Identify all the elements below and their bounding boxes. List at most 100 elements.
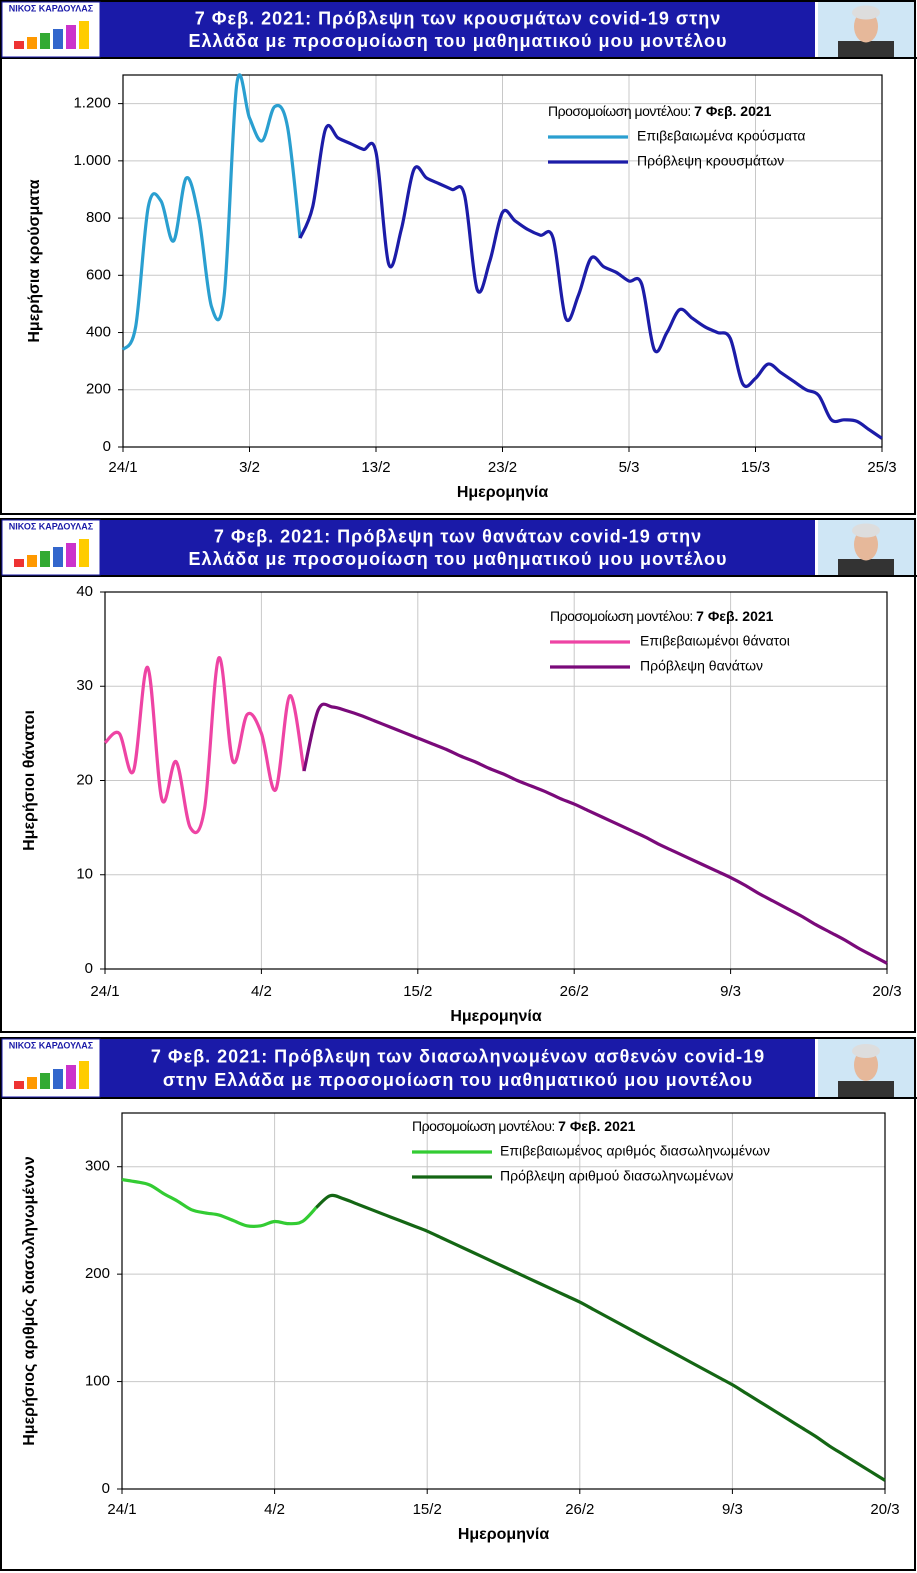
x-tick-label: 4/2 [251,983,272,1000]
logo-bar [27,555,37,567]
plot-frame [121,1112,886,1490]
legend-title: Προσομοίωση μοντέλου: 7 Φεβ. 2021 [548,103,772,119]
logo-bar [79,539,89,567]
logo-bar [14,1081,24,1089]
logo-text: ΝΙΚΟΣ ΚΑΡΔΟΥΛΑΣ [9,1040,94,1050]
logo-bar [14,559,24,567]
photo-suit [838,1081,894,1097]
logo-bar [53,1069,63,1089]
y-tick-label: 300 [85,1158,110,1175]
banner-title: στην Ελλάδα με προσομοίωση του μαθηματικ… [163,1070,753,1090]
legend-title: Προσομοίωση μοντέλου: 7 Φεβ. 2021 [550,608,774,624]
x-tick-label: 9/3 [720,983,741,1000]
banner-title: 7 Φεβ. 2021: Πρόβλεψη των θανάτων covid-… [214,527,702,547]
series-line [103,656,306,835]
logo-bar [40,1073,50,1089]
banner-rule [0,1097,917,1099]
logo-bar [53,547,63,567]
x-tick-label: 15/2 [413,1501,442,1518]
x-tick-label: 25/3 [867,459,896,476]
logo-bar [40,33,50,49]
legend-title-text: Προσομοίωση μοντέλου: [412,1118,558,1134]
banner-title: Ελλάδα με προσομοίωση του μαθηματικού μο… [189,549,728,569]
logo-bar [14,41,24,49]
plot-area [122,1113,885,1489]
series-line [121,1178,318,1229]
y-tick-label: 0 [102,1480,110,1497]
x-tick-label: 15/2 [403,983,432,1000]
y-tick-label: 10 [76,866,93,883]
x-axis-title: Ημερομηνία [450,1008,542,1025]
y-tick-label: 30 [76,677,93,694]
legend-label: Επιβεβαιωμένα κρούσματα [637,128,806,144]
y-tick-label: 100 [85,1373,110,1390]
banner [100,1039,815,1097]
legend-date: 7 Φεβ. 2021 [696,608,773,624]
y-tick-label: 600 [86,266,111,283]
banner [100,2,815,57]
y-tick-label: 0 [103,438,111,455]
x-tick-label: 20/3 [870,1501,899,1518]
y-tick-label: 200 [85,1265,110,1282]
banner-title: 7 Φεβ. 2021: Πρόβλεψη των διασωληνωμένων… [151,1047,765,1067]
y-axis-title: Ημερήσιος αριθμός διασωληνωμένων [21,1156,38,1446]
x-tick-label: 24/1 [107,1501,136,1518]
x-tick-label: 26/2 [560,983,589,1000]
legend-label: Πρόβλεψη θανάτων [640,658,763,674]
plot-frame [104,591,888,970]
legend-title: Προσομοίωση μοντέλου: 7 Φεβ. 2021 [412,1118,636,1134]
legend-title-text: Προσομοίωση μοντέλου: [550,608,696,624]
y-tick-label: 0 [85,960,93,977]
x-axis-title: Ημερομηνία [457,484,549,501]
banner-title: 7 Φεβ. 2021: Πρόβλεψη των κρουσμάτων cov… [195,9,722,29]
plot-frame [122,74,883,448]
x-axis-title: Ημερομηνία [458,1526,550,1543]
photo-suit [838,559,894,575]
banner [100,520,815,575]
y-tick-label: 200 [86,381,111,398]
y-tick-label: 1.000 [73,152,111,169]
logo-text: ΝΙΚΟΣ ΚΑΡΔΟΥΛΑΣ [9,521,94,531]
series-line [302,702,888,965]
series-line [298,123,883,440]
logo-bar [40,551,50,567]
photo-hair [852,1044,880,1058]
banner-rule [0,57,917,59]
legend-date: 7 Φεβ. 2021 [558,1118,635,1134]
x-tick-label: 23/2 [488,459,517,476]
photo-hair [852,5,880,20]
logo-bar [66,543,76,567]
y-axis-title: Ημερήσια κρούσματα [26,179,43,342]
x-tick-label: 5/3 [619,459,640,476]
series-line [121,73,302,351]
logo-bar [27,1077,37,1089]
x-tick-label: 26/2 [565,1501,594,1518]
x-tick-label: 9/3 [722,1501,743,1518]
y-tick-label: 400 [86,324,111,341]
legend-label: Πρόβλεψη κρουσμάτων [637,153,784,169]
x-tick-label: 13/2 [361,459,390,476]
x-tick-label: 24/1 [108,459,137,476]
x-tick-label: 4/2 [264,1501,285,1518]
logo-bar [79,1061,89,1089]
logo-bar [66,25,76,49]
legend-label: Επιβεβαιωμένοι θάνατοι [640,633,790,649]
logo-text: ΝΙΚΟΣ ΚΑΡΔΟΥΛΑΣ [9,3,94,13]
x-tick-label: 24/1 [90,983,119,1000]
legend-label: Πρόβλεψη αριθμού διασωληνωμένων [500,1168,733,1184]
photo-hair [852,523,880,538]
logo-bar [66,1065,76,1089]
legend-date: 7 Φεβ. 2021 [694,103,771,119]
y-tick-label: 20 [76,771,93,788]
y-tick-label: 800 [86,209,111,226]
legend-label: Επιβεβαιωμένος αριθμός διασωληνωμένων [500,1143,770,1159]
logo-bar [79,21,89,49]
y-axis-title: Ημερήσιοι θάνατοι [21,710,38,851]
x-tick-label: 15/3 [741,459,770,476]
logo-bar [53,29,63,49]
x-tick-label: 20/3 [872,983,901,1000]
photo-suit [838,41,894,57]
logo-bar [27,37,37,49]
y-tick-label: 40 [76,583,93,600]
